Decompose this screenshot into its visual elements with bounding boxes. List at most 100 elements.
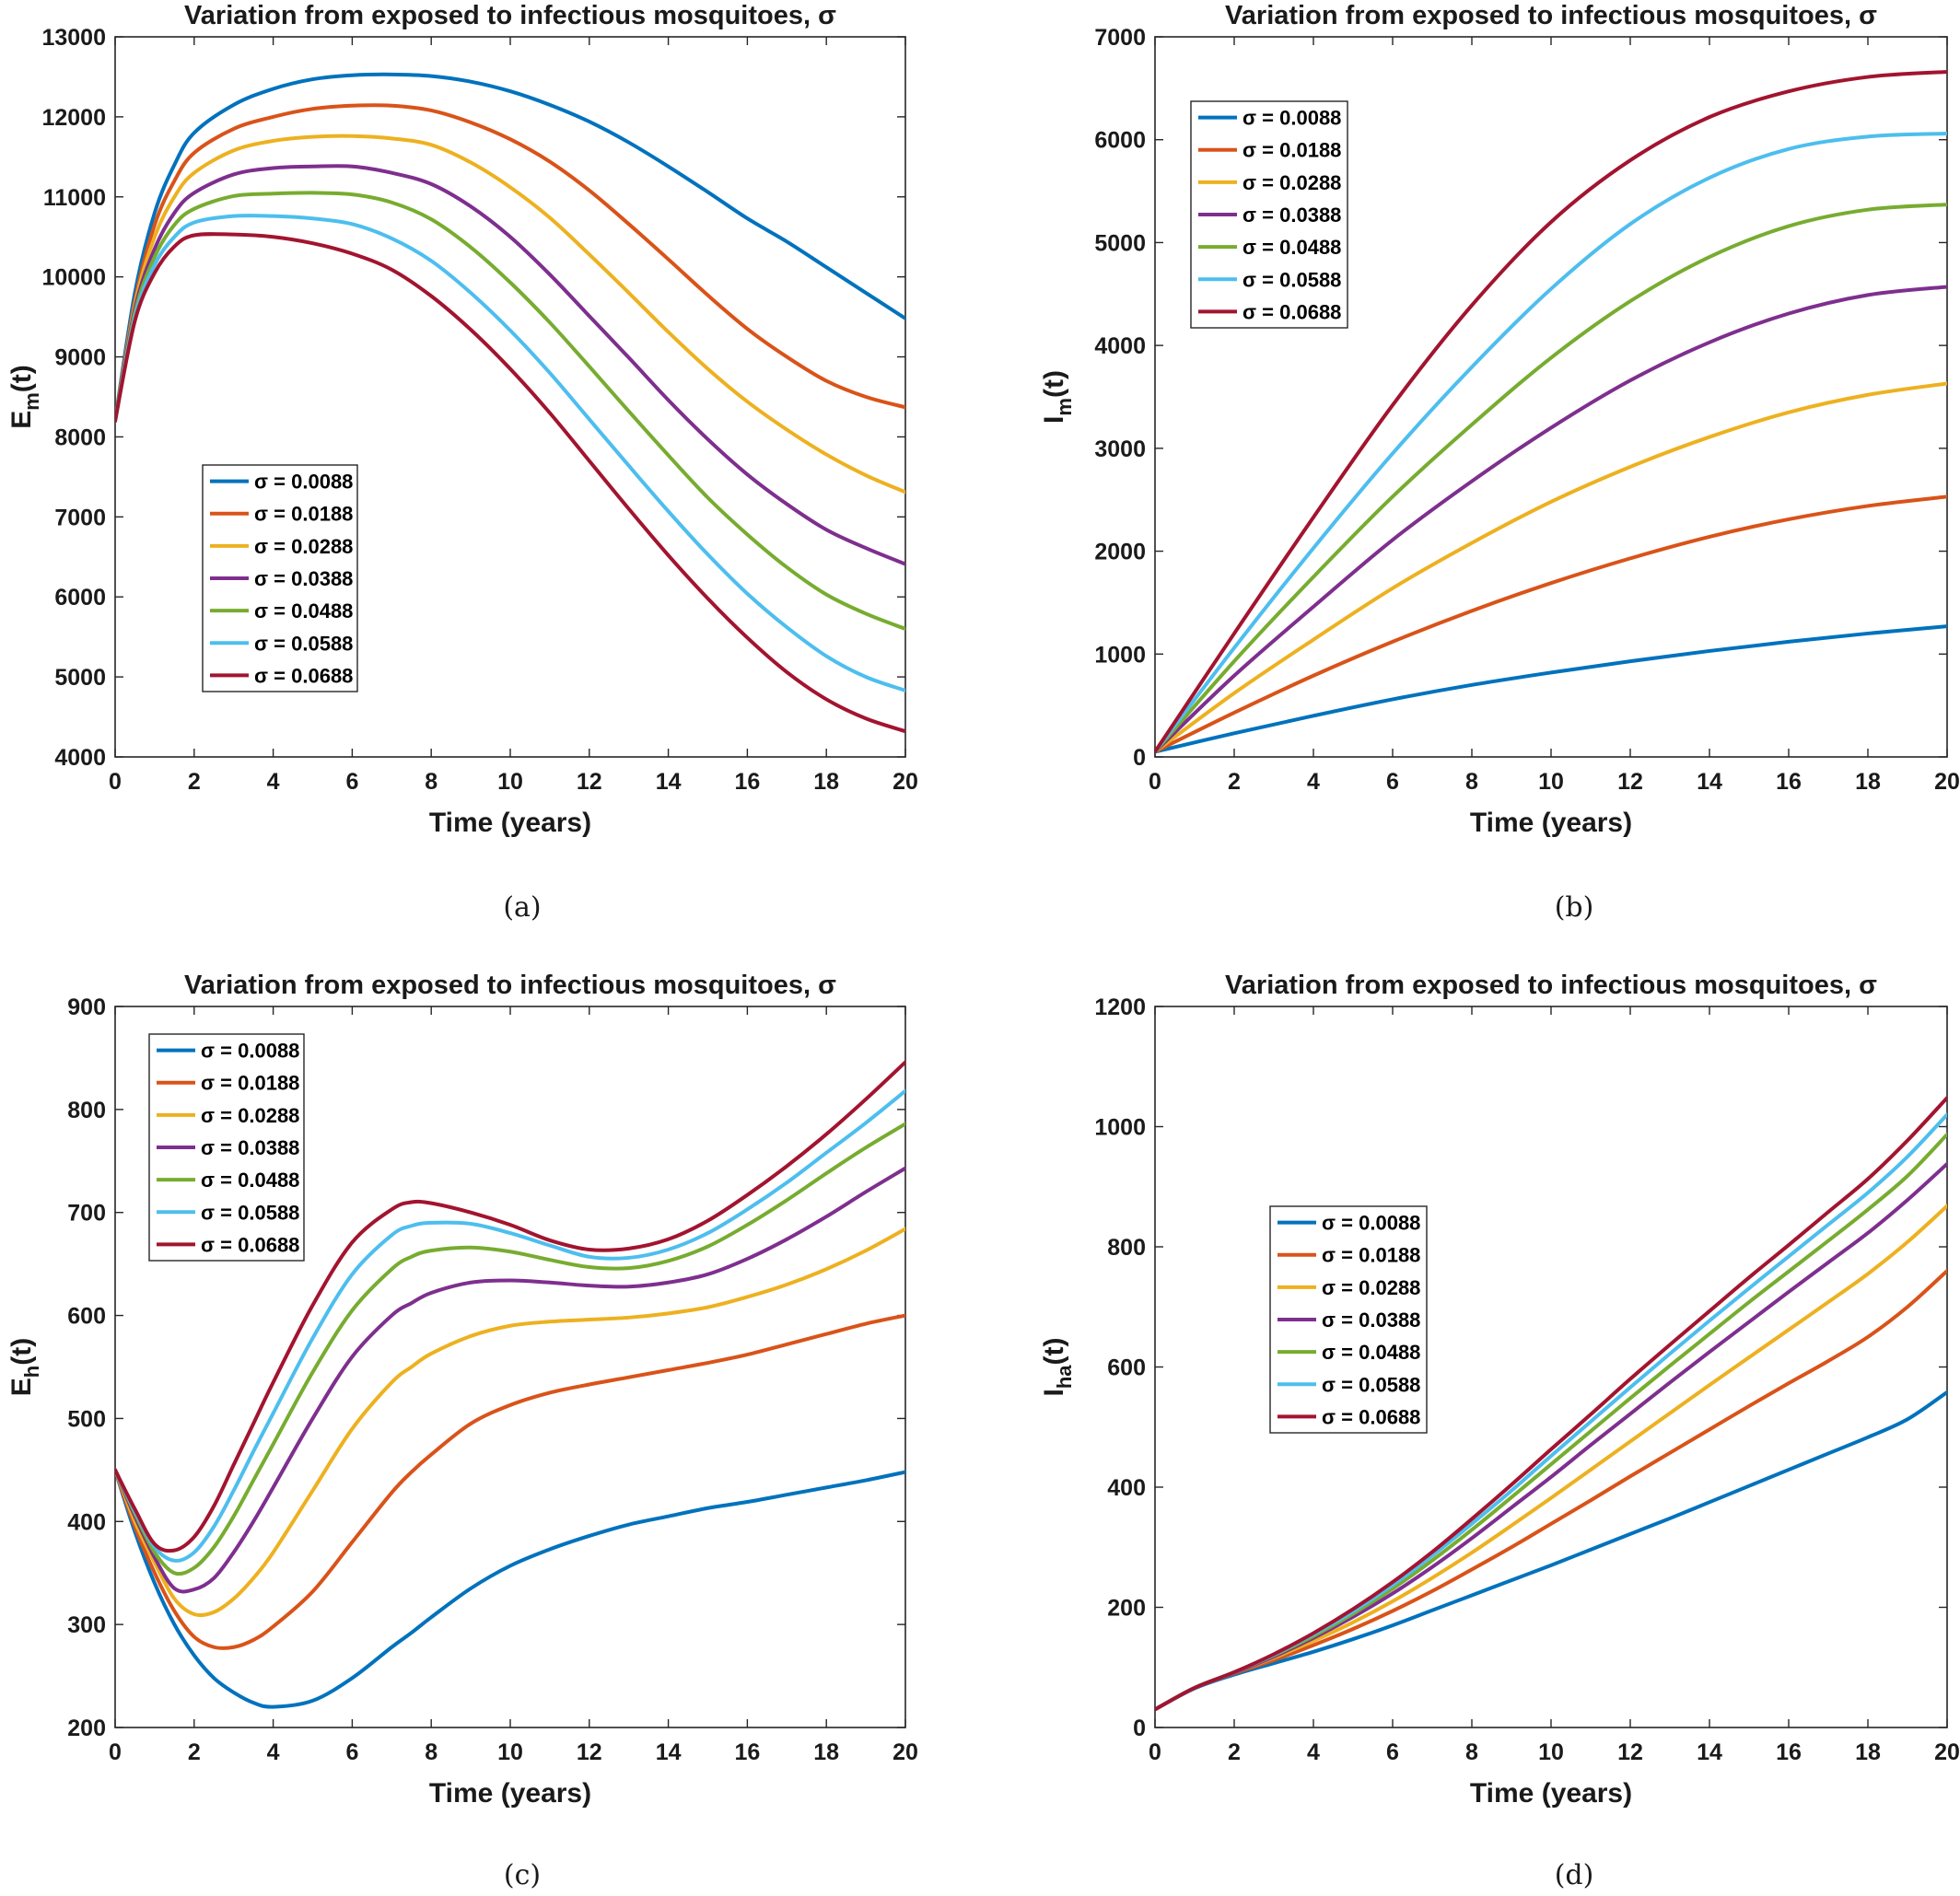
legend-label-3: σ = 0.0288: [254, 535, 353, 558]
y-tick-label: 400: [1107, 1475, 1146, 1501]
chart-title: Variation from exposed to infectious mos…: [1225, 1, 1877, 30]
x-tick-label: 6: [1386, 1739, 1399, 1765]
legend-label-3: σ = 0.0288: [1322, 1276, 1420, 1299]
y-tick-label: 5000: [1094, 230, 1146, 256]
x-tick-label: 20: [892, 1739, 918, 1765]
chart-panel-a: 0 2 4 6 8 10 12 14 16 18 20 4000 5000 6000 7000 8000 900…: [6, 1, 918, 924]
series-line-1: [115, 1468, 905, 1709]
x-tick-label: 16: [1776, 769, 1802, 795]
y-tick-label: 500: [67, 1406, 106, 1432]
legend-label-1: σ = 0.0088: [254, 471, 353, 494]
x-tick-label: 14: [656, 1739, 682, 1765]
series-line-5: [115, 1122, 905, 1576]
legend: σ = 0.0088 σ = 0.0188 σ = 0.0288 σ = 0.0388…: [148, 1033, 305, 1262]
y-axis-label: Eh(t): [6, 1338, 43, 1396]
y-tick-label: 600: [67, 1304, 106, 1330]
y-tick-label: 800: [1107, 1235, 1146, 1261]
x-tick-label: 16: [734, 769, 760, 795]
x-tick-label: 10: [1538, 769, 1564, 795]
legend-label-1: σ = 0.0088: [201, 1040, 299, 1063]
series-line-7: [1155, 69, 1947, 754]
y-axis-label-suffix: (t): [6, 1338, 37, 1366]
x-tick-label: 6: [345, 1739, 358, 1765]
y-tick-label: 11000: [43, 185, 106, 211]
y-axis-label-suffix: (t): [1039, 370, 1069, 398]
x-tick-label: 10: [497, 1739, 523, 1765]
y-axis-label-main: E: [6, 411, 37, 429]
x-axis-label: Time (years): [429, 1778, 591, 1809]
x-tick-label: 8: [425, 1739, 438, 1765]
x-tick-label: 4: [1307, 1739, 1320, 1765]
y-axis-label-subscript: m: [20, 392, 43, 411]
series-group-a: [115, 72, 905, 734]
x-tick-label: 14: [1697, 1739, 1722, 1765]
x-tick-label: 10: [497, 769, 523, 795]
series-line-2: [1155, 494, 1947, 754]
x-tick-label: 12: [577, 769, 602, 795]
y-axis-label-suffix: (t): [6, 365, 37, 392]
y-tick-label: 800: [67, 1098, 106, 1123]
y-tick-label: 12000: [41, 105, 106, 131]
x-axis-label: Time (years): [1470, 1778, 1632, 1809]
chart-title: Variation from exposed to infectious mos…: [1225, 971, 1877, 1000]
series-line-3: [115, 1227, 905, 1618]
x-tick-label: 0: [1149, 1739, 1161, 1765]
x-tick-label: 2: [188, 1739, 201, 1765]
series-group-c: [115, 1060, 905, 1709]
legend-label-6: σ = 0.0588: [201, 1201, 299, 1224]
series-group-d: [1155, 1096, 1947, 1712]
y-tick-label: 7000: [1094, 25, 1146, 51]
y-axis-label-suffix: (t): [1039, 1337, 1069, 1365]
series-line-2: [1155, 1269, 1947, 1712]
y-tick-label: 1000: [1094, 1115, 1146, 1141]
y-axis-label-main: I: [1039, 416, 1069, 424]
series-group-b: [1155, 69, 1947, 754]
y-axis-label-subscript: m: [1053, 398, 1076, 416]
x-tick-label: 8: [425, 769, 438, 795]
legend-label-6: σ = 0.0588: [1242, 268, 1341, 291]
x-tick-label: 14: [656, 769, 682, 795]
legend: σ = 0.0088 σ = 0.0188 σ = 0.0288 σ = 0.0388…: [1190, 100, 1348, 329]
legend-label-7: σ = 0.0688: [1242, 300, 1341, 323]
legend: σ = 0.0088 σ = 0.0188 σ = 0.0288 σ = 0.0388…: [202, 464, 358, 692]
x-tick-label: 18: [1855, 769, 1881, 795]
x-tick-label: 12: [1617, 769, 1643, 795]
y-tick-label: 13000: [41, 25, 106, 51]
x-tick-label: 4: [1307, 769, 1320, 795]
series-line-7: [1155, 1096, 1947, 1712]
series-line-3: [115, 134, 905, 494]
series-line-5: [1155, 203, 1947, 754]
x-tick-label: 4: [267, 769, 280, 795]
series-line-4: [1155, 285, 1947, 754]
legend-label-5: σ = 0.0488: [201, 1169, 299, 1192]
y-tick-label: 8000: [54, 425, 106, 450]
y-tick-label: 4000: [54, 745, 106, 771]
y-tick-label: 9000: [54, 345, 106, 371]
y-tick-label: 700: [67, 1201, 106, 1227]
series-line-4: [115, 164, 905, 566]
x-tick-label: 2: [1228, 769, 1241, 795]
x-tick-label: 20: [1934, 769, 1960, 795]
legend-label-5: σ = 0.0488: [1322, 1341, 1420, 1364]
legend-label-2: σ = 0.0188: [1322, 1244, 1420, 1267]
y-axis-label-subscript: h: [20, 1366, 43, 1378]
legend: σ = 0.0088 σ = 0.0188 σ = 0.0288 σ = 0.0388…: [1269, 1205, 1428, 1434]
legend-label-5: σ = 0.0488: [254, 599, 353, 622]
y-tick-label: 0: [1133, 1716, 1146, 1741]
series-line-6: [115, 1088, 905, 1563]
x-tick-label: 18: [813, 1739, 839, 1765]
series-line-7: [115, 232, 905, 734]
x-tick-label: 6: [345, 769, 358, 795]
series-line-7: [115, 1060, 905, 1553]
x-tick-label: 8: [1465, 769, 1478, 795]
y-axis-label: Iha(t): [1039, 1337, 1076, 1396]
legend-label-7: σ = 0.0688: [254, 664, 353, 687]
y-axis-label-subscript: ha: [1053, 1365, 1076, 1389]
x-tick-label: 12: [1617, 1739, 1643, 1765]
panel-caption: (c): [504, 1859, 541, 1891]
legend-label-1: σ = 0.0088: [1242, 107, 1341, 130]
y-axis-label-main: E: [6, 1378, 37, 1396]
legend-label-6: σ = 0.0588: [1322, 1373, 1420, 1396]
legend-label-3: σ = 0.0288: [201, 1104, 299, 1127]
